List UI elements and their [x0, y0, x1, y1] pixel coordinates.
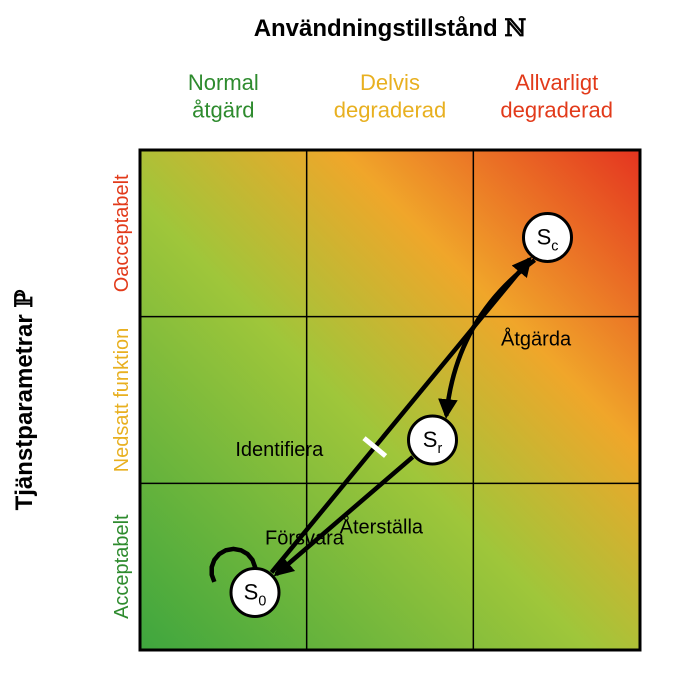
svg-text:Användningstillstånd ℕ: Användningstillstånd ℕ [254, 15, 527, 42]
svg-text:Acceptabelt: Acceptabelt [111, 514, 133, 619]
svg-text:degraderad: degraderad [334, 98, 447, 123]
svg-text:åtgärd: åtgärd [192, 98, 254, 123]
svg-text:Återställa: Återställa [340, 516, 424, 539]
svg-text:Identifiera: Identifiera [235, 439, 324, 461]
svg-text:Normal: Normal [188, 70, 259, 95]
svg-text:Tjänstparametrar ℙ: Tjänstparametrar ℙ [11, 290, 38, 511]
svg-text:Försvara: Försvara [265, 528, 345, 550]
svg-text:Åtgärda: Åtgärda [501, 328, 572, 351]
svg-text:Oacceptabelt: Oacceptabelt [111, 174, 133, 292]
svg-text:Allvarligt: Allvarligt [515, 70, 598, 95]
svg-text:Delvis: Delvis [360, 70, 420, 95]
svg-text:degraderad: degraderad [500, 98, 613, 123]
svg-text:Nedsatt funktion: Nedsatt funktion [111, 328, 133, 473]
